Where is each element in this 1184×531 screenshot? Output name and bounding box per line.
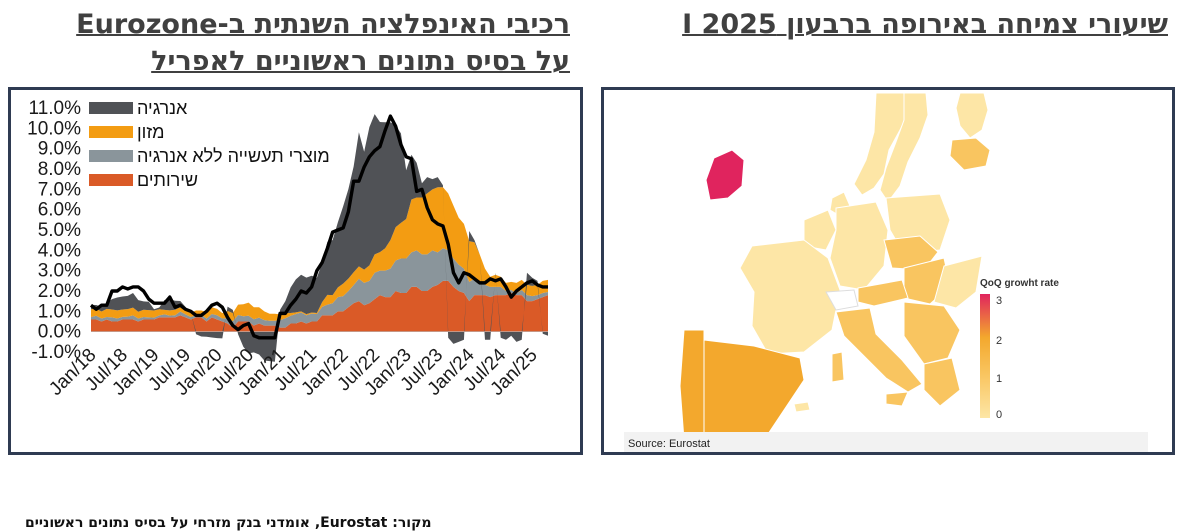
legend-swatch-services [89, 174, 133, 186]
map-region-romania [933, 255, 983, 309]
map-region-cyprus [793, 401, 811, 413]
inflation-chart-panel: -1.0% 0.0% 1.0% 2.0% 3.0% 4.0% 5.0% 6.0% 7.0% 8.0… [8, 87, 583, 531]
map-legend-colorbar [980, 294, 990, 418]
stacked-areas [89, 114, 548, 362]
legend-label-services: שירותים [137, 170, 198, 190]
y-tick-label: 8.0% [38, 159, 81, 180]
inflation-components-chart: -1.0%0.0%1.0%2.0%3.0%4.0%5.0%6.0%7.0%8.0… [27, 98, 548, 400]
chart-legend: אנרגיה מזון מוצרי תעשייה ללא אנרגיה שירותים [89, 98, 330, 190]
map-region-switzerland [825, 289, 859, 311]
map-region-austria [857, 279, 909, 307]
map-legend-tick: 1 [996, 373, 1002, 385]
map-region-italy [835, 307, 923, 393]
legend-swatch-energy [89, 102, 133, 114]
y-tick-label: 5.0% [38, 220, 81, 241]
y-tick-label: 1.0% [38, 301, 81, 322]
chart-source-note: מקור: Eurostat, אומדני בנק מזרחי על בסיס… [25, 515, 432, 531]
map-region-greece [923, 357, 961, 407]
y-tick-label: 7.0% [38, 179, 81, 200]
right-map-title: שיעורי צמיחה באירופה ברבעון I 2025 [682, 9, 1168, 40]
map-region-balkans [903, 301, 961, 365]
y-tick-label: 11.0% [29, 98, 82, 119]
y-tick-label: 0.0% [38, 322, 81, 343]
map-region-estonia-latvia [949, 137, 991, 171]
y-tick-label: 2.0% [38, 281, 81, 302]
map-legend-title: QoQ growht rate [980, 278, 1059, 289]
y-tick-label: -1.0% [31, 342, 81, 363]
legend-swatch-industrial [89, 150, 133, 162]
y-tick-label: 10.0% [27, 118, 81, 139]
x-axis: Jan/18Jul/18Jan/19Jul/19Jan/20Jul/20Jan/… [45, 344, 541, 399]
map-region-finland [955, 92, 989, 139]
legend-swatch-food [89, 126, 133, 138]
europe-growth-map: QoQ growht rate 3 2 1 0 Source: Eurostat [604, 90, 1172, 452]
map-region-france [739, 239, 841, 355]
map-region-sicily [885, 391, 909, 407]
map-region-sardinia [831, 351, 845, 383]
map-legend-tick: 0 [996, 409, 1002, 421]
y-tick-label: 4.0% [38, 240, 81, 261]
y-axis: -1.0%0.0%1.0%2.0%3.0%4.0%5.0%6.0%7.0%8.0… [27, 98, 81, 363]
map-region-ireland [705, 149, 745, 201]
series-area-services [91, 280, 548, 332]
legend-label-energy: אנרגיה [137, 98, 188, 118]
legend-label-industrial: מוצרי תעשייה ללא אנרגיה [137, 146, 330, 166]
headline-inflation-line [89, 114, 548, 340]
series-area-energy [91, 114, 548, 362]
map-source-note: Source: Eurostat [628, 438, 710, 450]
map-legend-tick: 3 [996, 295, 1002, 307]
y-tick-label: 3.0% [38, 261, 81, 282]
europe-map-panel: QoQ growht rate 3 2 1 0 Source: Eurostat [601, 87, 1175, 455]
y-tick-label: 6.0% [38, 200, 81, 221]
map-region-portugal [679, 329, 705, 441]
map-source-bar [624, 432, 1148, 452]
left-chart-title: רכיבי האינפלציה השנתית ב-Eurozone על בסי… [76, 9, 570, 77]
series-area-industrial [91, 248, 548, 328]
y-tick-label: 9.0% [38, 139, 81, 160]
legend-label-food: מזון [137, 122, 165, 142]
map-region-sweden [879, 92, 929, 203]
map-legend-tick: 2 [996, 335, 1002, 347]
